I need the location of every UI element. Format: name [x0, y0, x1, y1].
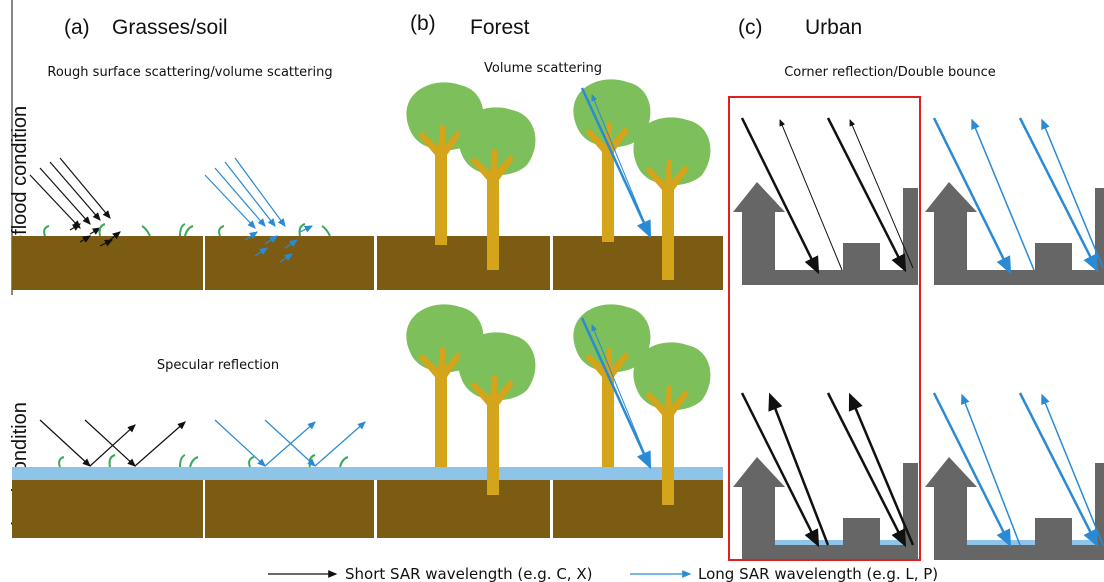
row-note: Specular reflection: [157, 358, 279, 373]
legend-label: Short SAR wavelength (e.g. C, X): [345, 565, 592, 582]
panel-label: (a): [64, 16, 90, 39]
ground: [12, 467, 723, 538]
specular-arrows: [215, 420, 365, 466]
panel-subtitle: Rough surface scattering/volume scatteri…: [47, 65, 332, 80]
panel-title: Forest: [470, 16, 530, 39]
panel-label: (c): [738, 16, 763, 39]
legend-label: Long SAR wavelength (e.g. L, P): [698, 565, 938, 582]
panel-title: Grasses/soil: [112, 16, 228, 39]
panel-title: Urban: [805, 16, 862, 39]
buildings: [733, 182, 1104, 560]
panel-subtitle: Corner reflection/Double bounce: [784, 65, 996, 80]
panel-subtitle: Volume scattering: [484, 61, 602, 76]
trees: [406, 79, 710, 505]
ground: [12, 236, 723, 290]
diagram: (a) Grasses/soil (b) Forest (c) Urban Ro…: [0, 0, 1104, 582]
panel-label: (b): [410, 12, 436, 35]
